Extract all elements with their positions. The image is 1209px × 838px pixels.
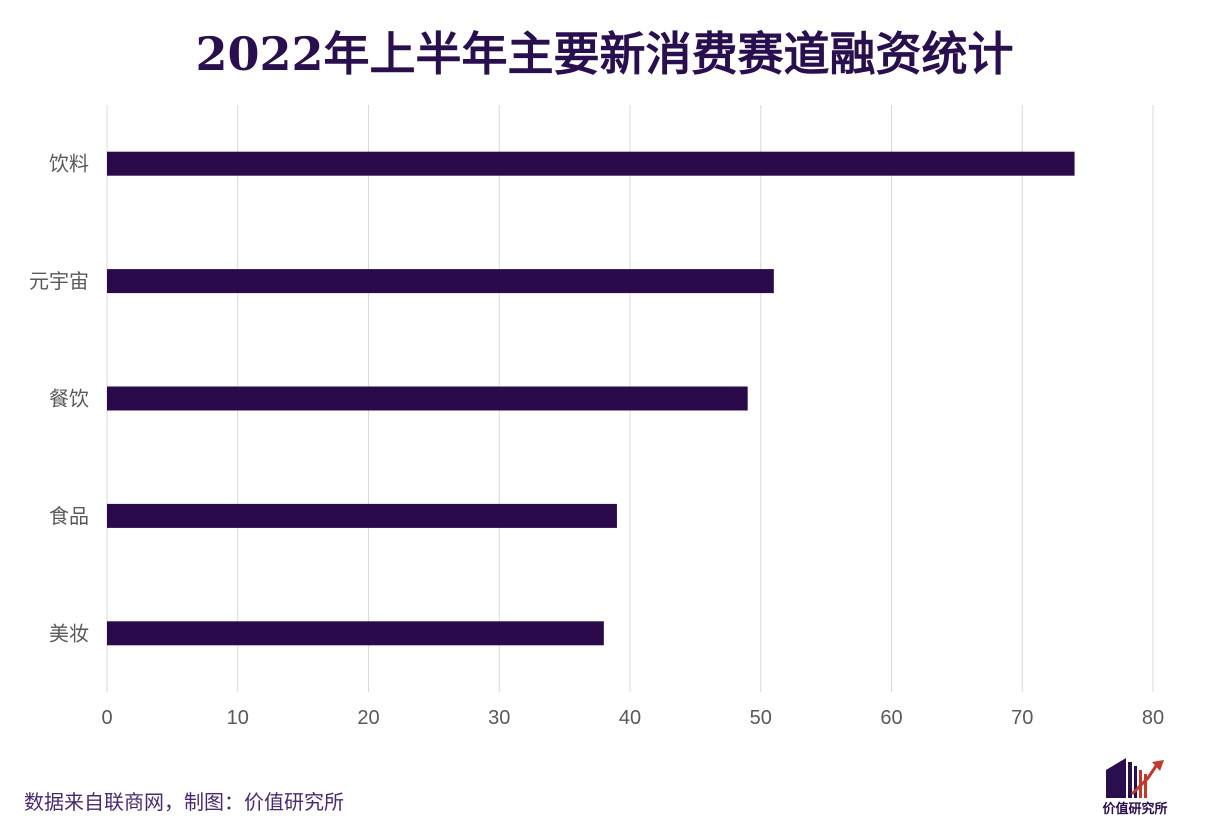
building-chart-logo-icon xyxy=(1106,758,1164,798)
x-tick-label: 60 xyxy=(880,707,902,729)
bar xyxy=(107,503,617,528)
x-tick-labels: 0 10 20 30 40 50 60 70 80 xyxy=(101,707,1164,729)
bar xyxy=(107,621,604,646)
bar xyxy=(107,386,748,411)
x-tick-label: 50 xyxy=(750,707,772,729)
x-tick-label: 70 xyxy=(1011,707,1033,729)
logo-text: 价值研究所 xyxy=(1102,802,1168,817)
x-tick-label: 40 xyxy=(619,707,641,729)
category-label: 餐饮 xyxy=(49,387,89,411)
category-label: 元宇宙 xyxy=(29,269,89,293)
x-tick-label: 0 xyxy=(101,707,112,729)
category-label: 饮料 xyxy=(49,152,89,176)
category-label: 美妆 xyxy=(49,621,89,645)
bars xyxy=(107,151,1075,646)
x-tick-label: 10 xyxy=(227,707,249,729)
x-tick-label: 30 xyxy=(488,707,510,729)
x-tick-label: 20 xyxy=(357,707,379,729)
bar xyxy=(107,269,774,294)
source-note: 数据来自联商网，制图：价值研究所 xyxy=(24,790,344,814)
chart-title: 2022年上半年主要新消费赛道融资统计 xyxy=(195,27,1014,81)
bar xyxy=(107,151,1075,176)
category-label: 食品 xyxy=(49,504,89,528)
x-tick-label: 80 xyxy=(1142,707,1164,729)
